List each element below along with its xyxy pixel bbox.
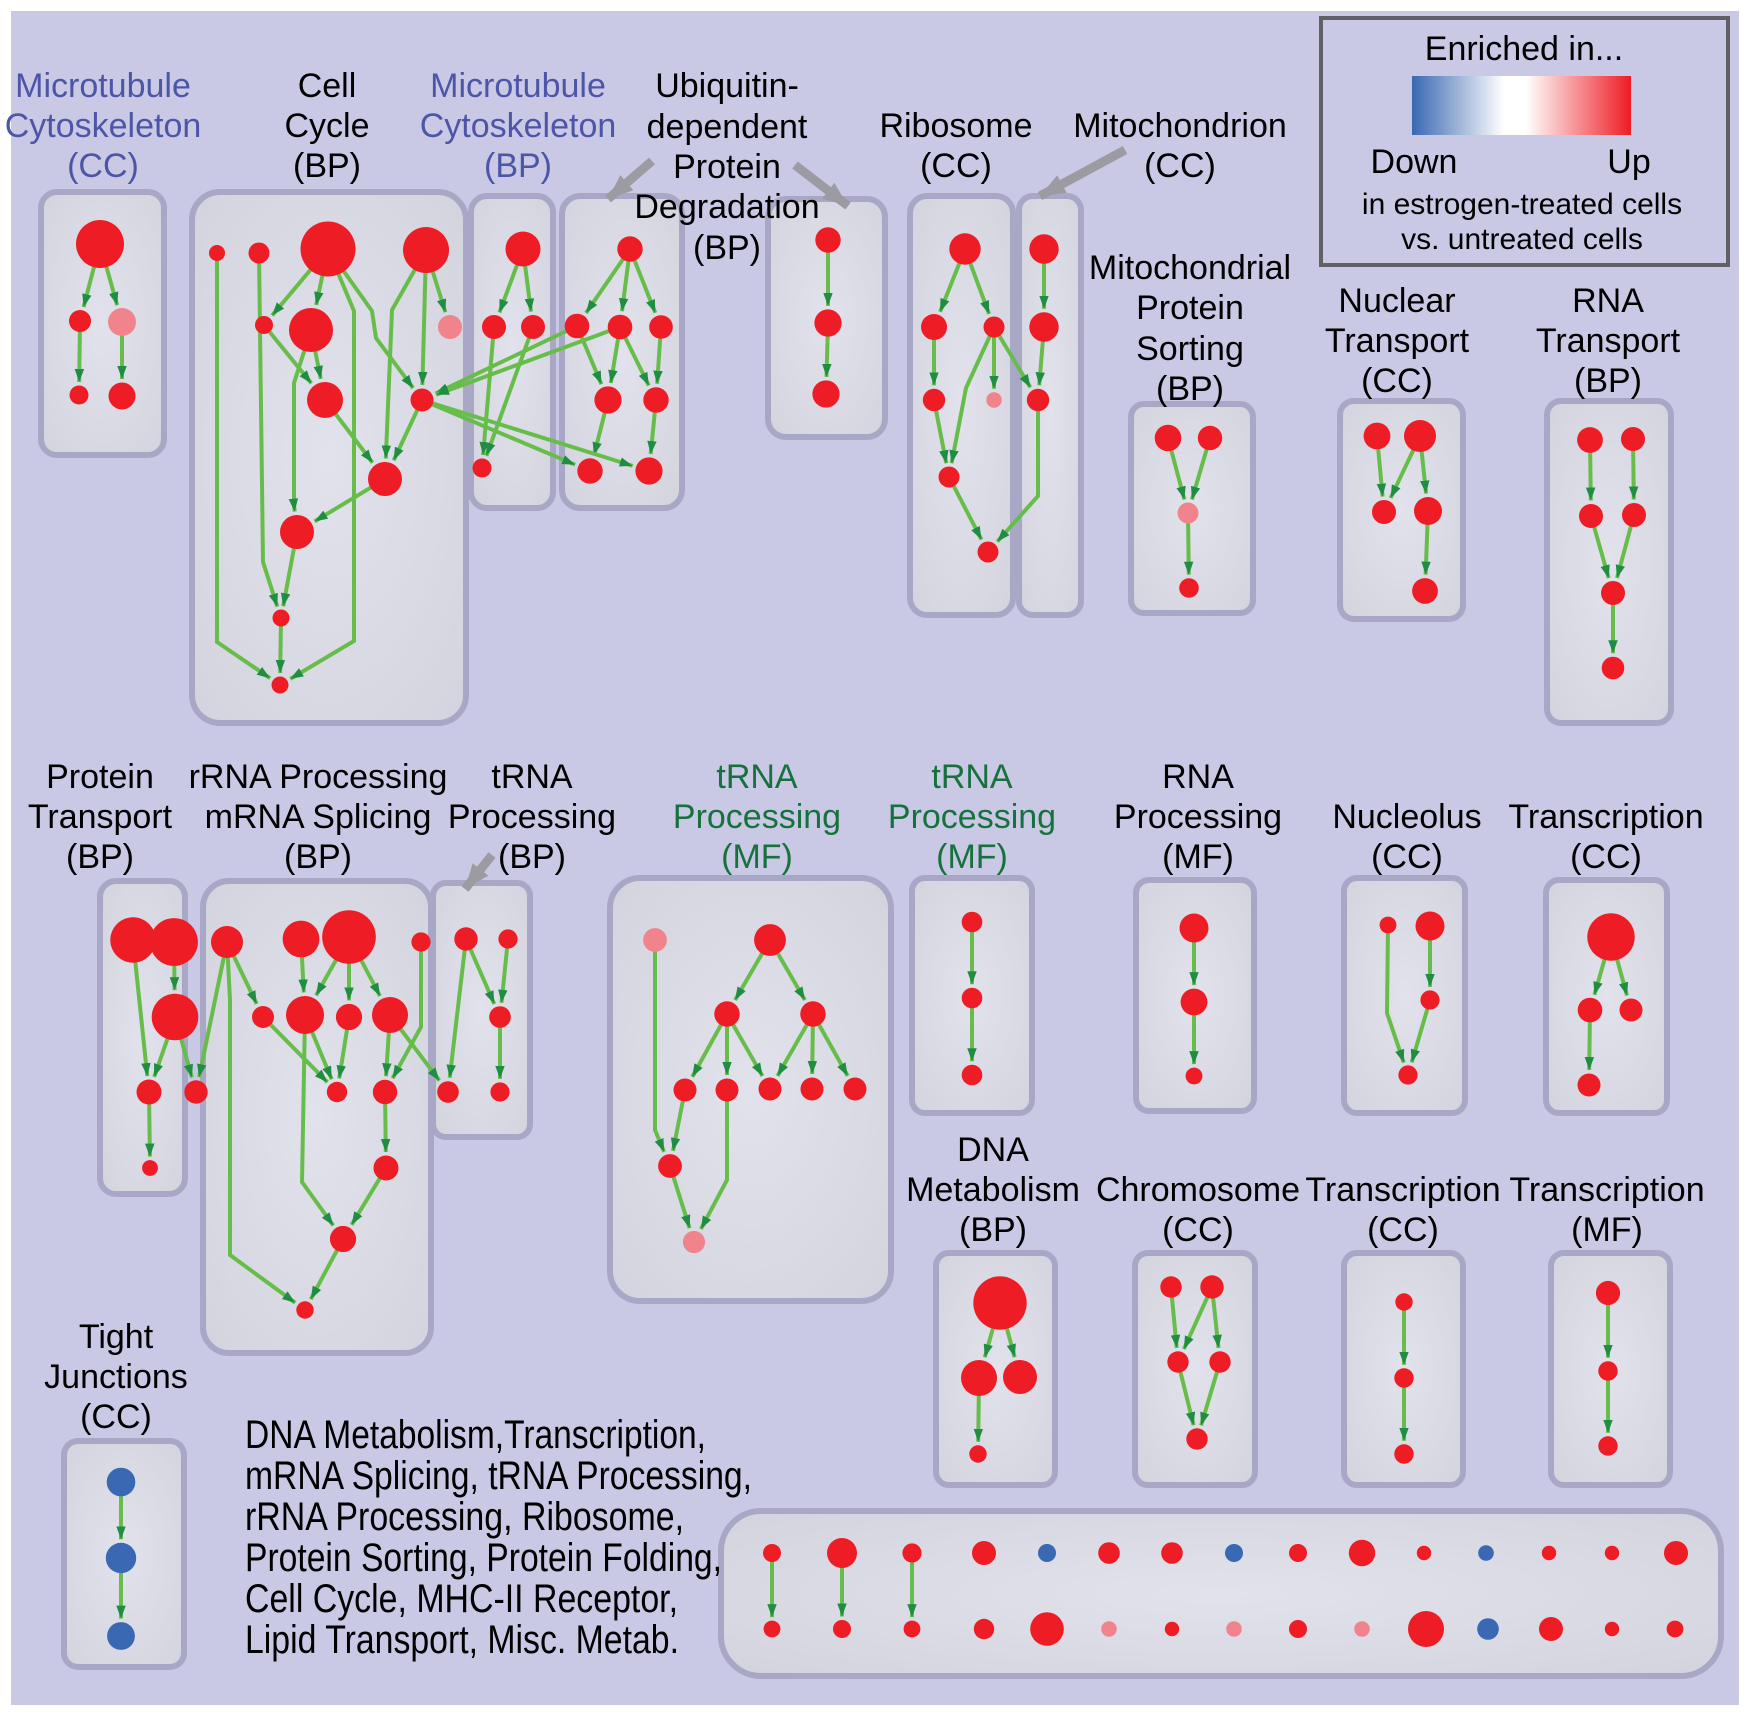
svg-text:Mitochondrion: Mitochondrion bbox=[1073, 107, 1287, 145]
svg-text:mRNA Splicing, tRNA Processing: mRNA Splicing, tRNA Processing, bbox=[245, 1454, 752, 1498]
svg-text:(BP): (BP) bbox=[293, 147, 361, 185]
svg-text:Cycle: Cycle bbox=[284, 107, 369, 145]
svg-text:Cytoskeleton: Cytoskeleton bbox=[420, 107, 617, 145]
svg-text:(BP): (BP) bbox=[693, 229, 761, 267]
svg-text:Nuclear: Nuclear bbox=[1338, 282, 1455, 320]
svg-text:Cell: Cell bbox=[298, 67, 357, 105]
svg-text:(MF): (MF) bbox=[1571, 1211, 1643, 1249]
svg-text:(BP): (BP) bbox=[66, 838, 134, 876]
svg-text:Nucleolus: Nucleolus bbox=[1332, 798, 1481, 836]
svg-text:Up: Up bbox=[1607, 143, 1650, 181]
svg-text:Junctions: Junctions bbox=[44, 1358, 188, 1396]
svg-text:tRNA: tRNA bbox=[491, 758, 573, 796]
svg-text:Enriched in...: Enriched in... bbox=[1425, 30, 1623, 68]
svg-text:(CC): (CC) bbox=[1361, 362, 1433, 400]
svg-text:DNA Metabolism,Transcription,: DNA Metabolism,Transcription, bbox=[245, 1413, 706, 1457]
svg-text:DNA: DNA bbox=[957, 1131, 1029, 1169]
svg-text:Processing: Processing bbox=[673, 798, 841, 836]
svg-text:Metabolism: Metabolism bbox=[906, 1171, 1080, 1209]
svg-text:Transport: Transport bbox=[28, 798, 173, 836]
svg-text:Processing: Processing bbox=[448, 798, 616, 836]
svg-text:Transcription: Transcription bbox=[1305, 1171, 1500, 1209]
svg-text:(CC): (CC) bbox=[1144, 147, 1216, 185]
svg-text:(MF): (MF) bbox=[936, 838, 1008, 876]
svg-text:Transcription: Transcription bbox=[1508, 798, 1703, 836]
svg-text:rRNA Processing, Ribosome,: rRNA Processing, Ribosome, bbox=[245, 1495, 684, 1539]
svg-text:Transport: Transport bbox=[1325, 322, 1470, 360]
svg-text:(BP): (BP) bbox=[484, 147, 552, 185]
svg-text:Transcription: Transcription bbox=[1509, 1171, 1704, 1209]
svg-text:Processing: Processing bbox=[888, 798, 1056, 836]
svg-text:Ubiquitin-: Ubiquitin- bbox=[655, 67, 799, 105]
svg-text:(BP): (BP) bbox=[498, 838, 566, 876]
svg-text:Microtubule: Microtubule bbox=[430, 67, 606, 105]
svg-text:Protein: Protein bbox=[46, 758, 154, 796]
svg-text:(CC): (CC) bbox=[67, 147, 139, 185]
svg-text:Chromosome: Chromosome bbox=[1096, 1171, 1300, 1209]
svg-text:Lipid Transport, Misc. Metab.: Lipid Transport, Misc. Metab. bbox=[245, 1618, 679, 1662]
svg-text:RNA: RNA bbox=[1572, 282, 1644, 320]
svg-text:(CC): (CC) bbox=[1367, 1211, 1439, 1249]
svg-text:tRNA: tRNA bbox=[716, 758, 798, 796]
svg-text:(MF): (MF) bbox=[1162, 838, 1234, 876]
svg-text:Cell Cycle, MHC-II Receptor,: Cell Cycle, MHC-II Receptor, bbox=[245, 1577, 678, 1621]
svg-text:Degradation: Degradation bbox=[634, 188, 819, 226]
svg-text:Sorting: Sorting bbox=[1136, 330, 1244, 368]
svg-text:(BP): (BP) bbox=[1574, 362, 1642, 400]
svg-text:Ribosome: Ribosome bbox=[879, 107, 1032, 145]
svg-text:(CC): (CC) bbox=[80, 1398, 152, 1436]
svg-text:(CC): (CC) bbox=[1570, 838, 1642, 876]
svg-text:Mitochondrial: Mitochondrial bbox=[1089, 249, 1291, 287]
svg-text:RNA: RNA bbox=[1162, 758, 1234, 796]
svg-text:Processing: Processing bbox=[1114, 798, 1282, 836]
svg-text:(MF): (MF) bbox=[721, 838, 793, 876]
svg-text:(BP): (BP) bbox=[959, 1211, 1027, 1249]
svg-text:Cytoskeleton: Cytoskeleton bbox=[5, 107, 202, 145]
svg-text:in estrogen-treated cells: in estrogen-treated cells bbox=[1362, 188, 1682, 221]
svg-text:Tight: Tight bbox=[79, 1318, 154, 1356]
svg-text:(BP): (BP) bbox=[1156, 370, 1224, 408]
svg-text:Microtubule: Microtubule bbox=[15, 67, 191, 105]
svg-text:dependent: dependent bbox=[647, 108, 808, 146]
svg-text:(CC): (CC) bbox=[1371, 838, 1443, 876]
svg-text:(BP): (BP) bbox=[284, 838, 352, 876]
svg-text:Down: Down bbox=[1371, 143, 1458, 181]
svg-text:(CC): (CC) bbox=[1162, 1211, 1234, 1249]
svg-text:(CC): (CC) bbox=[920, 147, 992, 185]
svg-text:Transport: Transport bbox=[1536, 322, 1681, 360]
svg-text:mRNA Splicing: mRNA Splicing bbox=[205, 798, 432, 836]
svg-text:Protein Sorting, Protein Foldi: Protein Sorting, Protein Folding, bbox=[245, 1536, 722, 1580]
svg-text:vs. untreated cells: vs. untreated cells bbox=[1401, 223, 1643, 256]
svg-text:Protein: Protein bbox=[673, 148, 781, 186]
svg-text:tRNA: tRNA bbox=[931, 758, 1013, 796]
svg-text:Protein: Protein bbox=[1136, 289, 1244, 327]
svg-text:rRNA Processing: rRNA Processing bbox=[189, 758, 448, 796]
